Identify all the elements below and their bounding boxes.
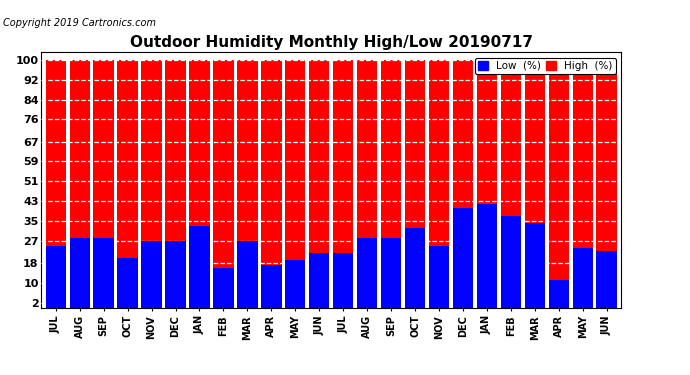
Bar	[524, 224, 545, 308]
Bar	[524, 60, 545, 308]
Bar	[428, 60, 449, 308]
Bar	[261, 266, 282, 308]
Bar	[93, 60, 114, 308]
Bar	[213, 60, 234, 308]
Bar	[357, 60, 377, 308]
Bar	[405, 228, 425, 308]
Bar	[117, 258, 138, 308]
Bar	[333, 253, 353, 308]
Bar	[549, 280, 569, 308]
Bar	[70, 60, 90, 308]
Bar	[285, 60, 306, 308]
Bar	[285, 261, 306, 308]
Bar	[333, 60, 353, 308]
Bar	[141, 60, 161, 308]
Legend: Low  (%), High  (%): Low (%), High (%)	[475, 58, 615, 74]
Bar	[428, 246, 449, 308]
Bar	[381, 60, 402, 308]
Bar	[189, 60, 210, 308]
Bar	[261, 60, 282, 308]
Text: Copyright 2019 Cartronics.com: Copyright 2019 Cartronics.com	[3, 18, 157, 28]
Bar	[357, 238, 377, 308]
Bar	[93, 238, 114, 308]
Bar	[573, 60, 593, 308]
Bar	[453, 60, 473, 308]
Bar	[596, 60, 617, 308]
Bar	[213, 268, 234, 308]
Bar	[46, 246, 66, 308]
Bar	[166, 241, 186, 308]
Bar	[189, 226, 210, 308]
Bar	[46, 60, 66, 308]
Bar	[477, 204, 497, 308]
Bar	[381, 238, 402, 308]
Title: Outdoor Humidity Monthly High/Low 20190717: Outdoor Humidity Monthly High/Low 201907…	[130, 35, 533, 50]
Bar	[237, 60, 257, 308]
Bar	[453, 209, 473, 308]
Bar	[70, 238, 90, 308]
Bar	[405, 60, 425, 308]
Bar	[117, 60, 138, 308]
Bar	[501, 60, 521, 308]
Bar	[141, 241, 161, 308]
Bar	[477, 60, 497, 308]
Bar	[501, 216, 521, 308]
Bar	[309, 60, 329, 308]
Bar	[549, 60, 569, 308]
Bar	[166, 60, 186, 308]
Bar	[309, 253, 329, 308]
Bar	[573, 248, 593, 308]
Bar	[596, 251, 617, 308]
Bar	[237, 241, 257, 308]
